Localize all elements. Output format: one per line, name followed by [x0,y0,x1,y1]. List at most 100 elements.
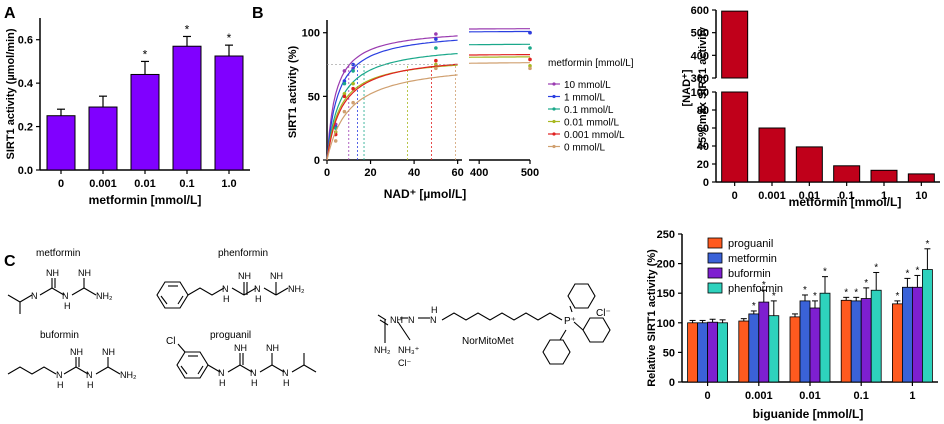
a-bar [130,73,160,171]
b2-y-tick-label: 20 [697,159,709,171]
normitomet-cl2: Cl⁻ [596,308,611,319]
proguanil-h2: H [251,378,258,388]
chart-c-biguanide: Relative SIRT1 activity (%) biguanide [m… [646,229,938,421]
b2-y-label-1: [NAD⁺] [681,69,693,106]
c-bar [768,315,780,383]
proguanil-n3: N [282,368,289,378]
phenformin-structure: phenformin N H NH N H NH NH₂ [156,248,305,309]
b-legend-marker [552,144,556,149]
c-legend-swatch [707,252,723,264]
a-x-tick-label: 0 [58,178,64,190]
c-bar [850,300,862,383]
buformin-n2: N [86,370,93,380]
b-data-point [434,32,438,36]
c-bar [799,300,811,383]
b-legend-marker [552,94,556,99]
a-y-tick-label: 0.2 [18,122,33,134]
phenformin-nh2: NH [270,271,283,281]
b2-bar-upper [721,10,749,79]
c-legend-swatch [707,267,723,279]
b2-y-label-2: 75% máx SIRT1 activity [697,26,709,149]
proguanil-name: proguanil [210,330,251,341]
c-bar [707,321,718,383]
a-x-tick-label: 0.001 [89,178,117,190]
c-legend-entry: phenformin [728,283,783,295]
a-x-tick-label: 1.0 [221,178,236,190]
b-data-point [351,69,355,73]
a-significance: * [185,22,190,36]
proguanil-n1: N [218,368,225,378]
b-legend-title: metformin [mmol/L] [548,58,634,69]
c-bar [748,313,760,383]
b2-bar [721,91,749,183]
b2-x-tick-label: 1 [881,190,887,202]
proguanil-nh1: NH [234,343,247,353]
c-bar [902,286,913,383]
c-significance: * [864,278,868,289]
b2-y-tick-label: 400 [691,50,709,62]
b-series-curve [326,63,458,161]
b-data-point [434,37,438,41]
b2-bar [907,173,935,183]
c-y-tick-label: 100 [657,318,675,330]
b-data-point [333,139,338,143]
panel-label-b: B [252,5,264,22]
c-bar [922,269,933,383]
b-legend-entry: 0.001 mmol/L [564,130,625,141]
b-legend-marker [552,132,556,136]
c-y-tick-label: 250 [657,229,675,241]
b-data-point [528,30,532,35]
proguanil-h3: H [283,378,290,388]
b-series-curve [326,53,458,161]
c-y-tick-label: 150 [657,288,675,300]
c-bar [840,299,852,383]
normitomet-nh1: NH [390,315,403,325]
b-x-tick-label: 60 [452,167,464,179]
c-significance: * [925,239,929,250]
proguanil-h1: H [219,378,226,388]
c-bar [819,292,831,383]
b2-y-tick-label: 40 [697,141,709,153]
b-legend-entry: 0 mmol/L [564,143,606,154]
b-data-point [528,46,532,50]
normitomet-nh3: NH₃⁺ [398,345,420,355]
a-y-tick-label: 0.6 [18,35,33,47]
c-x-tick-label: 0.001 [745,390,773,402]
b2-x-tick-label: 0.01 [799,190,820,202]
c-y-tick-label: 200 [657,259,675,271]
phenformin-nh1: NH [238,271,251,281]
b-series-curve [468,62,530,64]
b-y-tick-label: 100 [302,28,320,40]
buformin-n1: N [56,370,63,380]
c-bar [789,316,801,383]
c-bar [738,320,750,383]
c-significance: * [915,265,919,276]
normitomet-h: H [431,305,438,315]
c-bar [870,289,882,383]
a-bar [46,115,76,171]
metformin-nh1: NH [46,268,59,278]
chart-b-kinetics: SIRT1 activity (%) NAD⁺ [µmol/L] metform… [287,20,634,201]
buformin-h1: H [57,380,64,390]
b2-y-tick-label: 60 [697,123,709,135]
c-significance: * [874,262,878,273]
b-data-point [342,92,347,96]
buformin-name: buformin [40,330,79,341]
buformin-structure: buformin N H NH N H NH NH₂ [7,330,137,390]
c-legend-entry: buformin [728,268,771,280]
c-significance: * [895,291,899,302]
b2-x-tick-label: 0.1 [839,190,854,202]
b-x-tick-label: 500 [521,167,539,179]
proguanil-structure: proguanil Cl N H NH N H NH N H [166,330,317,388]
normitomet-structure: NH N N H NH₂ NH₃⁺ Cl⁻ P⁺ Cl⁻ NorMitoMet [374,283,611,368]
b-data-point [351,62,355,67]
c-y-tick-label: 50 [663,347,675,359]
b2-y-tick-label: 0 [703,177,709,189]
c-significance: * [752,301,756,312]
b-x-label: NAD⁺ [µmol/L] [384,187,467,201]
normitomet-nh2: NH₂ [374,345,391,355]
phenformin-h1: H [223,294,230,304]
b-series-curve [326,74,458,161]
normitomet-n1: N [408,315,415,325]
c-bar [809,307,821,383]
